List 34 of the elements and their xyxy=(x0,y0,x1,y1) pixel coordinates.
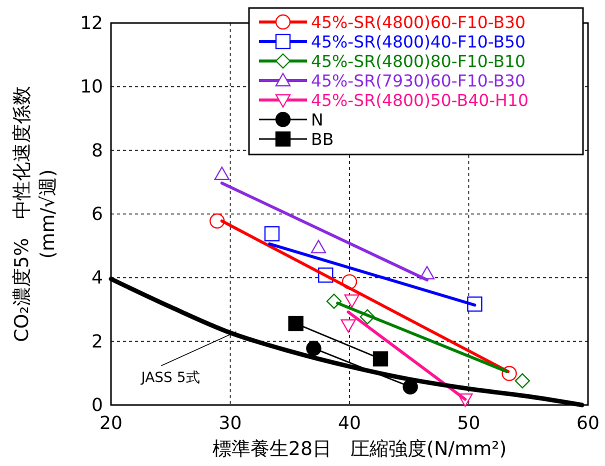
point xyxy=(210,213,225,229)
y-tick-label: 12 xyxy=(80,13,103,34)
x-tick-label: 60 xyxy=(576,413,600,434)
x-axis-title: 標準養生28日 圧縮強度(N/mm²) xyxy=(212,438,507,460)
y-tick-label: 0 xyxy=(92,395,103,416)
y-tick-label: 6 xyxy=(92,204,103,225)
point xyxy=(306,340,322,356)
legend-label: 45%-SR(4800)80-F10-B10 xyxy=(311,52,526,71)
x-tick-label: 50 xyxy=(457,413,480,434)
point xyxy=(214,166,230,180)
point xyxy=(372,351,388,366)
point xyxy=(344,294,360,308)
point xyxy=(514,373,530,388)
x-tick-label: 20 xyxy=(100,413,122,434)
legend-label: 45%-SR(7930)60-F10-B30 xyxy=(311,72,526,90)
point xyxy=(402,379,418,394)
x-tick-label: 30 xyxy=(218,413,242,434)
point xyxy=(340,319,356,333)
point xyxy=(326,294,342,309)
point xyxy=(310,240,326,254)
y-tick-label: 10 xyxy=(80,76,103,98)
annotation: JASS 5式 xyxy=(140,370,200,386)
legend-label: N xyxy=(311,110,324,130)
legend-label: 45%-SR(4800)40-F10-B50 xyxy=(311,32,526,52)
legend-label: BB xyxy=(311,130,334,149)
legend-label: 45%-SR(4800)60-F10-B30 xyxy=(311,13,526,32)
point xyxy=(264,226,280,242)
x-tick-label: 40 xyxy=(338,413,361,434)
legend-label: 45%-SR(4800)50-B40-H10 xyxy=(311,91,528,110)
y-axis-title: CO₂濃度5% 中性化速度係数 (mm/√週) xyxy=(11,86,59,342)
y-tick-label: 4 xyxy=(92,268,103,289)
y-tick-label: 2 xyxy=(92,331,103,352)
y-tick-label: 8 xyxy=(92,140,103,162)
point xyxy=(288,316,304,332)
